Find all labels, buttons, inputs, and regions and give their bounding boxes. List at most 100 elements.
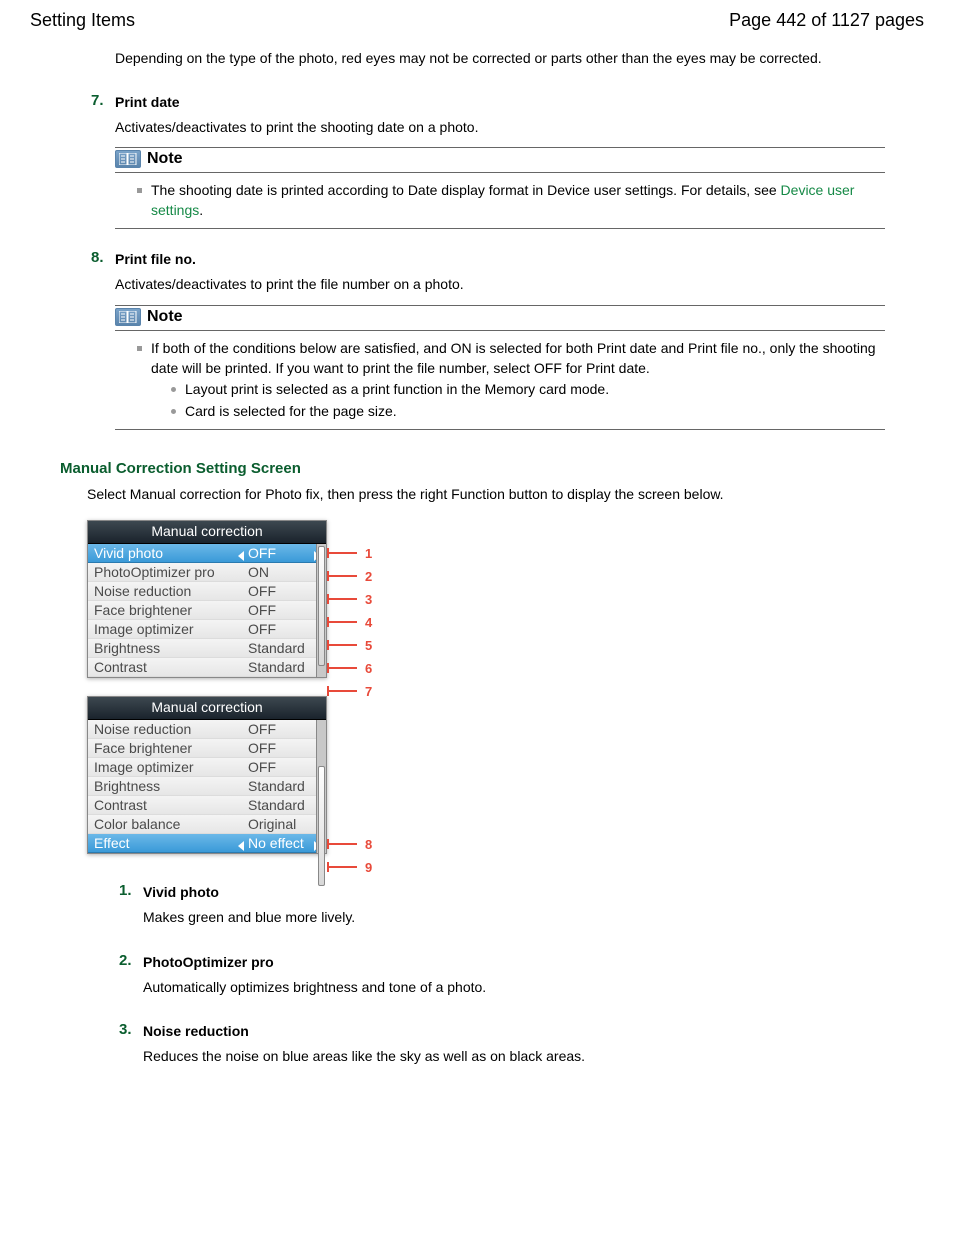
menu-label: Image optimizer [94,621,248,637]
item-title: Print date [115,94,885,110]
callout: 9 [327,860,372,875]
menu-label: Noise reduction [94,721,248,737]
menu-value: No effect [248,835,318,851]
menu-label: Brightness [94,640,248,656]
setting-item-print-file-no: 8. Print file no. Activates/deactivates … [115,251,885,430]
section-description: Select Manual correction for Photo fix, … [87,485,885,505]
callout-line [327,575,357,577]
menu-value: Standard [248,778,318,794]
callout-number: 9 [365,860,372,875]
callout-line [327,552,357,554]
page-counter: Page 442 of 1127 pages [729,10,924,31]
note-label: Note [147,150,183,168]
callout-line [327,598,357,600]
manual-correction-screen-1: Manual correction Vivid photoOFFPhotoOpt… [87,520,885,678]
callout: 5 [327,638,372,653]
menu-row[interactable]: Face brightenerOFF [88,601,326,620]
menu-label: Image optimizer [94,759,248,775]
note-text: The shooting date is printed according t… [151,182,781,198]
definition-item: 2.PhotoOptimizer proAutomatically optimi… [143,954,885,998]
note-suffix: . [199,202,203,218]
item-title: Print file no. [115,251,885,267]
callout: 8 [327,837,372,852]
callout-number: 8 [365,837,372,852]
item-title: PhotoOptimizer pro [143,954,885,970]
section-title: Manual Correction Setting Screen [60,460,885,477]
menu-row[interactable]: ContrastStandard [88,796,326,815]
note-label: Note [147,308,183,326]
scrollbar[interactable] [316,544,326,677]
callout: 4 [327,615,372,630]
menu-row[interactable]: ContrastStandard [88,658,326,677]
callout-line [327,667,357,669]
item-description: Reduces the noise on blue areas like the… [143,1047,885,1067]
callout: 3 [327,592,372,607]
menu-value: Standard [248,640,318,656]
item-number: 2. [119,952,132,969]
menu-label: Face brightener [94,740,248,756]
callout-number: 1 [365,546,372,561]
note-line: If both of the conditions below are sati… [137,339,885,378]
item-number: 1. [119,882,132,899]
callout-line [327,843,357,845]
menu-value: OFF [248,759,318,775]
note-icon [115,308,141,326]
callout-line [327,690,357,692]
definition-item: 3.Noise reductionReduces the noise on bl… [143,1023,885,1067]
menu-value: OFF [248,583,318,599]
scroll-thumb[interactable] [318,546,325,666]
menu-row[interactable]: BrightnessStandard [88,639,326,658]
menu-label: Noise reduction [94,583,248,599]
scroll-thumb[interactable] [318,766,325,886]
menu-value: OFF [248,740,318,756]
note-icon [115,150,141,168]
definition-item: 1.Vivid photoMakes green and blue more l… [143,884,885,928]
item-title: Vivid photo [143,884,885,900]
item-number: 7. [91,92,104,109]
item-description: Activates/deactivates to print the shoot… [115,118,885,138]
item-description: Activates/deactivates to print the file … [115,275,885,295]
menu-row[interactable]: Image optimizerOFF [88,620,326,639]
screen-title: Manual correction [88,521,326,544]
menu-label: PhotoOptimizer pro [94,564,248,580]
menu-label: Vivid photo [94,545,248,561]
note-box: Note The shooting date is printed accord… [115,147,885,229]
callout-number: 5 [365,638,372,653]
menu-row[interactable]: EffectNo effect [88,834,326,853]
page-title: Setting Items [30,10,135,31]
intro-paragraph: Depending on the type of the photo, red … [115,49,885,69]
menu-label: Brightness [94,778,248,794]
item-title: Noise reduction [143,1023,885,1039]
callout-line [327,621,357,623]
menu-value: OFF [248,721,318,737]
screen-title: Manual correction [88,697,326,720]
menu-value: Standard [248,659,318,675]
menu-label: Face brightener [94,602,248,618]
item-description: Makes green and blue more lively. [143,908,885,928]
callout: 6 [327,661,372,676]
setting-item-print-date: 7. Print date Activates/deactivates to p… [115,94,885,230]
menu-value: OFF [248,602,318,618]
manual-correction-screen-2: Manual correction Noise reductionOFFFace… [87,696,885,854]
chevron-left-icon [238,551,244,561]
menu-value: OFF [248,545,318,561]
menu-row[interactable]: Image optimizerOFF [88,758,326,777]
menu-row[interactable]: Noise reductionOFF [88,582,326,601]
menu-row[interactable]: PhotoOptimizer proON [88,563,326,582]
menu-row[interactable]: BrightnessStandard [88,777,326,796]
menu-row[interactable]: Noise reductionOFF [88,720,326,739]
scrollbar[interactable] [316,720,326,853]
menu-label: Color balance [94,816,248,832]
menu-row[interactable]: Face brightenerOFF [88,739,326,758]
callout-number: 2 [365,569,372,584]
note-line: The shooting date is printed according t… [137,181,885,220]
note-box: Note If both of the conditions below are… [115,305,885,430]
menu-row[interactable]: Vivid photoOFF [88,544,326,563]
callout-number: 6 [365,661,372,676]
menu-row[interactable]: Color balanceOriginal [88,815,326,834]
menu-label: Contrast [94,797,248,813]
item-description: Automatically optimizes brightness and t… [143,978,885,998]
callout-line [327,644,357,646]
callout: 1 [327,546,372,561]
callout: 2 [327,569,372,584]
